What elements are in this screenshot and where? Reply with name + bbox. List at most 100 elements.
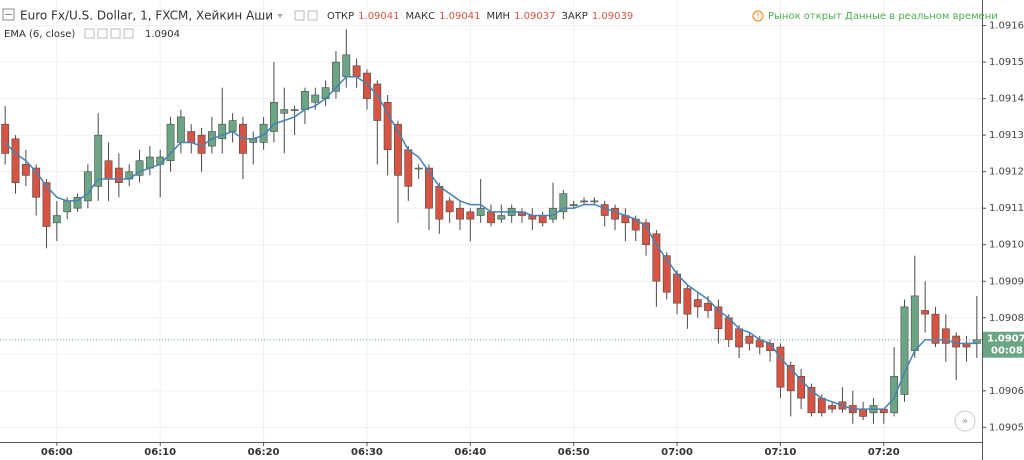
candle-body (714, 306, 723, 330)
candle-body (497, 215, 506, 220)
candle-body (704, 302, 712, 311)
x-tick-label: 06:50 (558, 447, 590, 458)
scroll-button[interactable] (954, 410, 976, 432)
candle-body (63, 200, 72, 213)
y-tick-label: 1.09080 (989, 313, 1024, 324)
candle-body (342, 54, 351, 78)
indicator-icon[interactable] (97, 28, 108, 39)
ohlc-label: ОТКР (327, 11, 354, 22)
x-tick-label: 06:30 (351, 447, 383, 458)
candle-body (921, 310, 930, 315)
candle-body (466, 211, 475, 220)
candle-body (476, 207, 485, 216)
dropdown-arrow (277, 14, 284, 18)
candle-body (797, 375, 806, 399)
candle-body (817, 397, 826, 414)
candle-body (425, 167, 433, 209)
candle-body (569, 204, 578, 206)
y-tick-label: 1.09140 (989, 94, 1024, 105)
candle-body (652, 233, 661, 282)
candle-body (414, 167, 423, 170)
ohlc-label: ЗАКР (561, 11, 587, 22)
candle-body (218, 123, 227, 140)
candle-body (373, 83, 382, 121)
y-tick-label: 1.09130 (989, 130, 1024, 141)
candle-body (94, 134, 103, 187)
candle-body (693, 299, 702, 308)
ohlc-label: МИН (486, 11, 510, 22)
candle-body (301, 91, 309, 110)
candle-body (828, 405, 837, 410)
header-icon (294, 10, 305, 21)
last-price-box (983, 331, 1024, 358)
indicator-icon[interactable] (123, 28, 134, 39)
y-tick-label: 1.09090 (989, 276, 1024, 287)
candle-body (383, 101, 392, 151)
scroll-button-icon: » (962, 416, 968, 427)
candle-body (104, 160, 113, 180)
candle-body (600, 204, 609, 216)
candle-body (270, 101, 278, 132)
candle-body (931, 313, 940, 344)
candle-body (559, 193, 568, 213)
ohlc-header: ОТКР 1.09041 МАКС 1.09041 МИН 1.09037 ЗАКР 1.09… (277, 10, 633, 22)
candle-body (941, 328, 950, 344)
candle-body (776, 346, 785, 388)
candle-body (590, 200, 599, 203)
indicator-icon[interactable] (84, 28, 95, 39)
last-price-label: 1.09074 (987, 334, 1024, 345)
indicator-icon[interactable] (110, 28, 121, 39)
candle-body (176, 116, 185, 143)
candle-body (456, 207, 464, 220)
indicator-name: EMA (6, close) (4, 29, 75, 40)
candle-body (487, 211, 495, 224)
ohlc-label: МАКС (406, 11, 436, 22)
status-icon (752, 10, 764, 22)
x-tick-label: 06:20 (248, 447, 280, 458)
market-status: Рынок открыт (768, 11, 842, 22)
candle-body (952, 335, 961, 348)
candle-body (910, 295, 919, 351)
candle-body (280, 109, 289, 114)
candle-body (352, 65, 361, 78)
candle-body (673, 273, 681, 304)
candle-body (735, 328, 744, 348)
candle-body (394, 123, 402, 176)
candle-body (662, 255, 671, 293)
y-tick-label: 1.09150 (989, 57, 1024, 68)
candle-body (114, 167, 123, 183)
candle-body (404, 149, 413, 187)
candle-body (290, 109, 299, 111)
y-tick-label: 1.09120 (989, 167, 1024, 178)
candle-body (32, 167, 41, 198)
status-icon-mark: ! (756, 12, 759, 21)
candle-body (745, 335, 754, 344)
y-tick-label: 1.09110 (989, 203, 1024, 214)
candle-body (1, 123, 10, 154)
candle-body (900, 306, 909, 395)
price-axis (982, 0, 1024, 460)
axes: 1.090501.090601.090701.090801.090901.091… (0, 21, 1024, 458)
x-tick-label: 06:10 (144, 447, 176, 458)
x-tick-label: 07:10 (765, 447, 797, 458)
candle-body (187, 131, 196, 143)
candle-body (786, 364, 795, 392)
ohlc-value: 1.09041 (439, 11, 480, 22)
candle-body (11, 138, 20, 183)
candle-body (73, 196, 82, 209)
ohlc-value: 1.09039 (592, 11, 633, 22)
countdown: 00:08 (991, 346, 1023, 357)
y-tick-label: 1.09050 (989, 422, 1024, 433)
candle-body (445, 200, 454, 213)
x-tick-label: 07:20 (868, 447, 900, 458)
header-icon (307, 10, 318, 21)
indicator-value: 1.0904 (145, 29, 180, 40)
candle-body (135, 160, 144, 176)
symbol-title: Euro Fx/U.S. Dollar, 1, FXCM, Хейкин Аши (20, 9, 273, 23)
candle-body (311, 94, 320, 103)
data-status: Данные в реальном времени (845, 11, 998, 22)
candle-body (83, 171, 92, 202)
x-tick-label: 06:40 (454, 447, 486, 458)
